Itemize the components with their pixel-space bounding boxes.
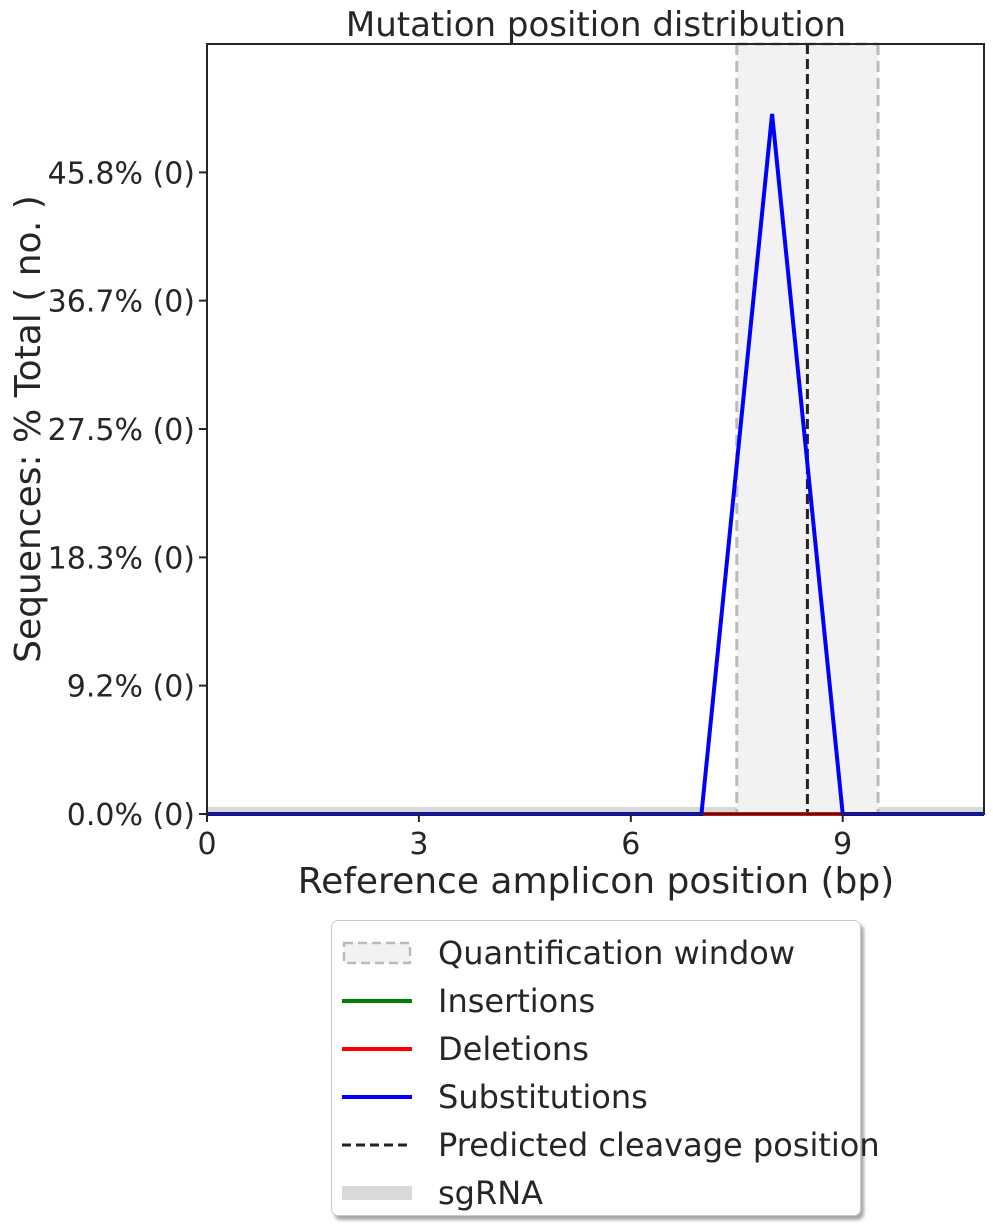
chart-title: Mutation position distribution xyxy=(346,5,846,45)
y-tick-label: 45.8% (0) xyxy=(48,156,195,191)
sgrna-band xyxy=(207,807,984,814)
legend-swatch xyxy=(342,1047,412,1051)
legend-swatch xyxy=(342,941,412,965)
legend-label: Quantification window xyxy=(438,934,796,972)
y-axis-label: Sequences: % Total ( no. ) xyxy=(8,195,49,663)
chart-legend: Quantification window Insertions Deletions… xyxy=(331,920,880,1216)
legend-item: Deletions xyxy=(332,1025,860,1068)
legend-item: Predicted cleavage position xyxy=(332,1121,880,1164)
x-axis-label: Reference amplicon position (bp) xyxy=(298,861,895,902)
y-tick-label: 9.2% (0) xyxy=(67,670,195,705)
mutation-position-chart: 0 3 6 9 0.0% (0) 9.2% (0) 18.3% (0) 27.5% (0) 36… xyxy=(8,5,985,902)
legend-swatch xyxy=(342,1143,412,1147)
legend-label: Insertions xyxy=(438,982,596,1020)
x-tick-label: 3 xyxy=(409,827,428,862)
legend-swatch xyxy=(342,999,412,1003)
legend-label: sgRNA xyxy=(438,1174,544,1212)
legend-label: Predicted cleavage position xyxy=(438,1126,880,1164)
y-tick-label: 0.0% (0) xyxy=(67,798,195,833)
legend-item: sgRNA xyxy=(332,1169,860,1212)
legend-band-swatch xyxy=(342,1186,412,1200)
legend-window-swatch xyxy=(342,941,412,965)
legend-swatch xyxy=(342,1186,412,1200)
x-tick-label: 0 xyxy=(197,827,216,862)
legend-swatch xyxy=(342,1095,412,1099)
x-tick-label: 9 xyxy=(833,827,852,862)
legend-item: Substitutions xyxy=(332,1073,860,1116)
legend-item: Quantification window xyxy=(332,929,860,972)
x-tick-label: 6 xyxy=(621,827,640,862)
y-tick-label: 27.5% (0) xyxy=(48,413,195,448)
y-tick-label: 18.3% (0) xyxy=(48,541,195,576)
y-tick-label: 36.7% (0) xyxy=(48,285,195,320)
legend-item: Insertions xyxy=(332,977,860,1020)
legend-label: Substitutions xyxy=(438,1078,648,1116)
legend-label: Deletions xyxy=(438,1030,589,1068)
